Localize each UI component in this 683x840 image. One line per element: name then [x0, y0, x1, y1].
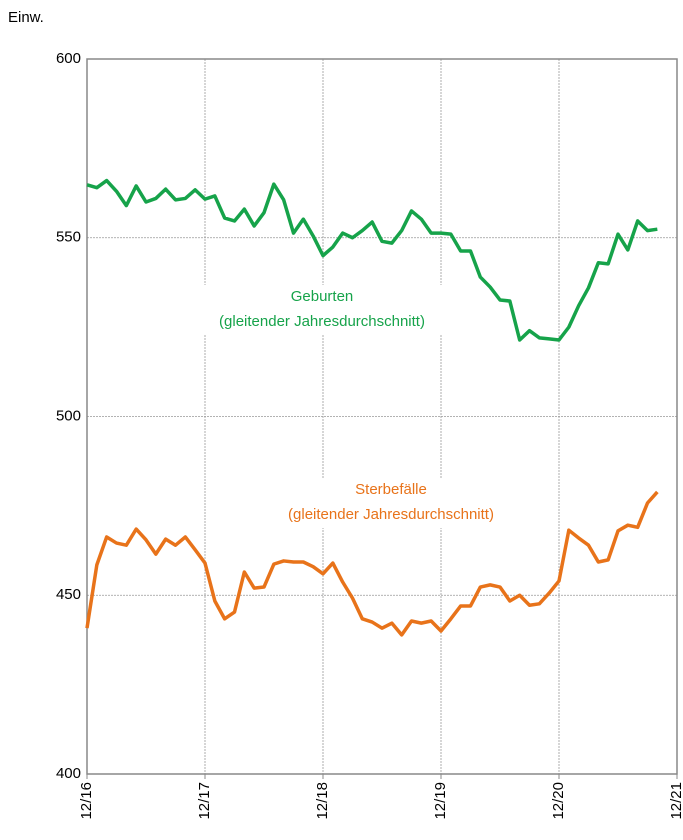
x-tick-label: 12/19 — [432, 782, 449, 820]
annotation: (gleitender Jahresdurchschnitt) — [288, 506, 494, 523]
y-tick-label: 400 — [56, 765, 81, 782]
annotation: Geburten — [291, 288, 354, 305]
line-series — [86, 178, 658, 342]
annotation-bg — [271, 478, 511, 528]
annotation: Sterbefälle — [355, 481, 427, 498]
line-series — [85, 490, 659, 637]
y-tick-label: 450 — [56, 586, 81, 603]
annotation-bg — [202, 285, 442, 335]
x-tick-label: 12/20 — [550, 782, 567, 820]
y-tick-label: 600 — [56, 50, 81, 67]
y-tick-label: 550 — [56, 229, 81, 246]
plot-frame — [86, 58, 678, 775]
y-unit: Einw. — [8, 9, 44, 26]
x-tick-label: 12/21 — [668, 782, 683, 820]
annotation: (gleitender Jahresdurchschnitt) — [219, 313, 425, 330]
x-tick-label: 12/17 — [196, 782, 213, 820]
x-tick-label: 12/16 — [78, 782, 95, 820]
x-tick-label: 12/18 — [314, 782, 331, 820]
y-tick-label: 500 — [56, 407, 81, 424]
